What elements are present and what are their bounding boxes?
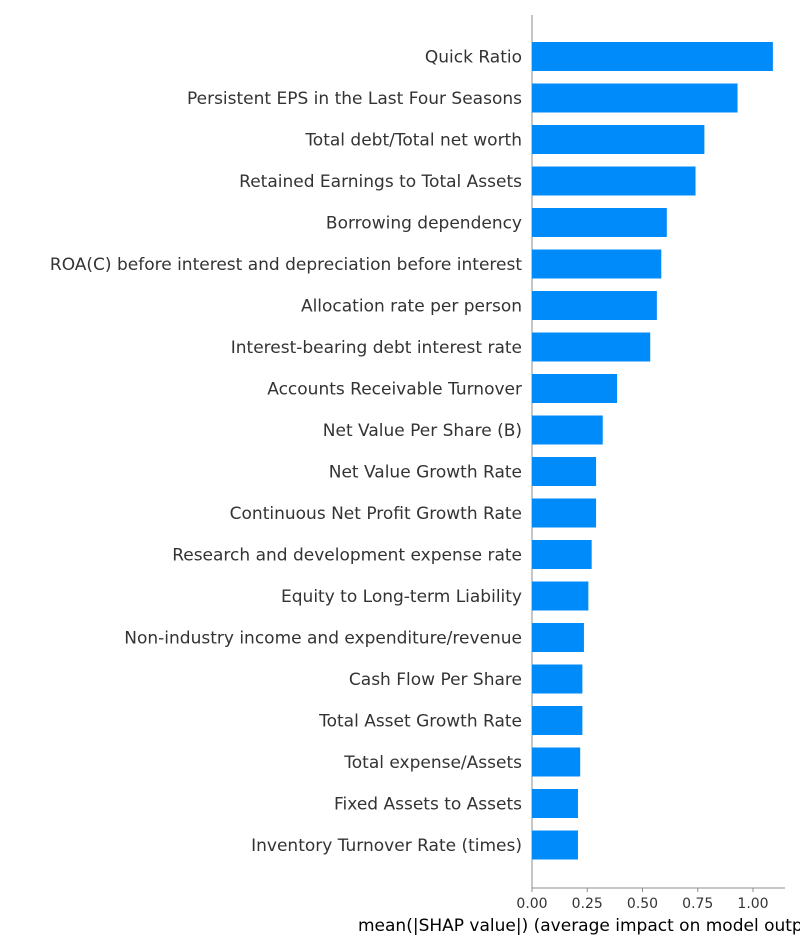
bar: [532, 830, 578, 860]
category-label: Continuous Net Profit Growth Rate: [230, 504, 522, 524]
category-label: Cash Flow Per Share: [349, 670, 522, 690]
category-label: Non-industry income and expenditure/reve…: [124, 629, 522, 649]
category-label-group: Quick Ratio Persistent EPS in the Last Fo…: [50, 48, 522, 857]
category-label: Persistent EPS in the Last Four Seasons: [187, 89, 522, 109]
x-tick-label: 0.00: [516, 896, 547, 912]
category-label: Allocation rate per person: [301, 297, 522, 317]
category-label: Research and development expense rate: [172, 546, 522, 566]
category-label: Retained Earnings to Total Assets: [239, 172, 522, 192]
category-label: Total Asset Growth Rate: [318, 712, 522, 732]
bar: [532, 540, 592, 569]
category-label: Interest-bearing debt interest rate: [231, 338, 522, 358]
bar: [532, 623, 584, 652]
bar-group: [532, 42, 773, 860]
bar: [532, 249, 662, 279]
category-label: Net Value Per Share (B): [323, 421, 522, 441]
category-label: Borrowing dependency: [326, 214, 522, 234]
category-label: Total expense/Assets: [343, 753, 522, 773]
x-axis-title: mean(|SHAP value|) (average impact on mo…: [358, 916, 800, 936]
bar: [532, 457, 597, 486]
bar: [532, 166, 696, 196]
bar: [532, 332, 651, 362]
category-label: ROA(C) before interest and depreciation …: [50, 255, 522, 275]
category-label: Total debt/Total net worth: [304, 131, 522, 151]
category-label: Accounts Receivable Turnover: [267, 380, 522, 400]
category-label: Net Value Growth Rate: [329, 463, 522, 483]
bar: [532, 415, 603, 445]
bar: [532, 208, 667, 237]
bar: [532, 83, 738, 113]
bar: [532, 374, 618, 403]
category-label: Equity to Long-term Liability: [281, 587, 522, 607]
category-label: Inventory Turnover Rate (times): [251, 836, 522, 856]
bar: [532, 125, 705, 154]
bar: [532, 42, 773, 71]
bar: [532, 581, 589, 611]
bar: [532, 789, 578, 818]
bar: [532, 706, 583, 735]
bar: [532, 291, 657, 320]
x-tick-label: 0.75: [682, 896, 713, 912]
bar: [532, 664, 583, 694]
category-label: Fixed Assets to Assets: [334, 795, 522, 815]
x-tick-label: 1.00: [737, 896, 768, 912]
bar: [532, 747, 581, 777]
x-tick-label: 0.50: [627, 896, 658, 912]
x-tick-label: 0.25: [572, 896, 603, 912]
x-tick-group: 0.00 0.25 0.50 0.75 1.00: [516, 888, 769, 912]
bar: [532, 498, 597, 528]
category-label: Quick Ratio: [425, 48, 522, 68]
